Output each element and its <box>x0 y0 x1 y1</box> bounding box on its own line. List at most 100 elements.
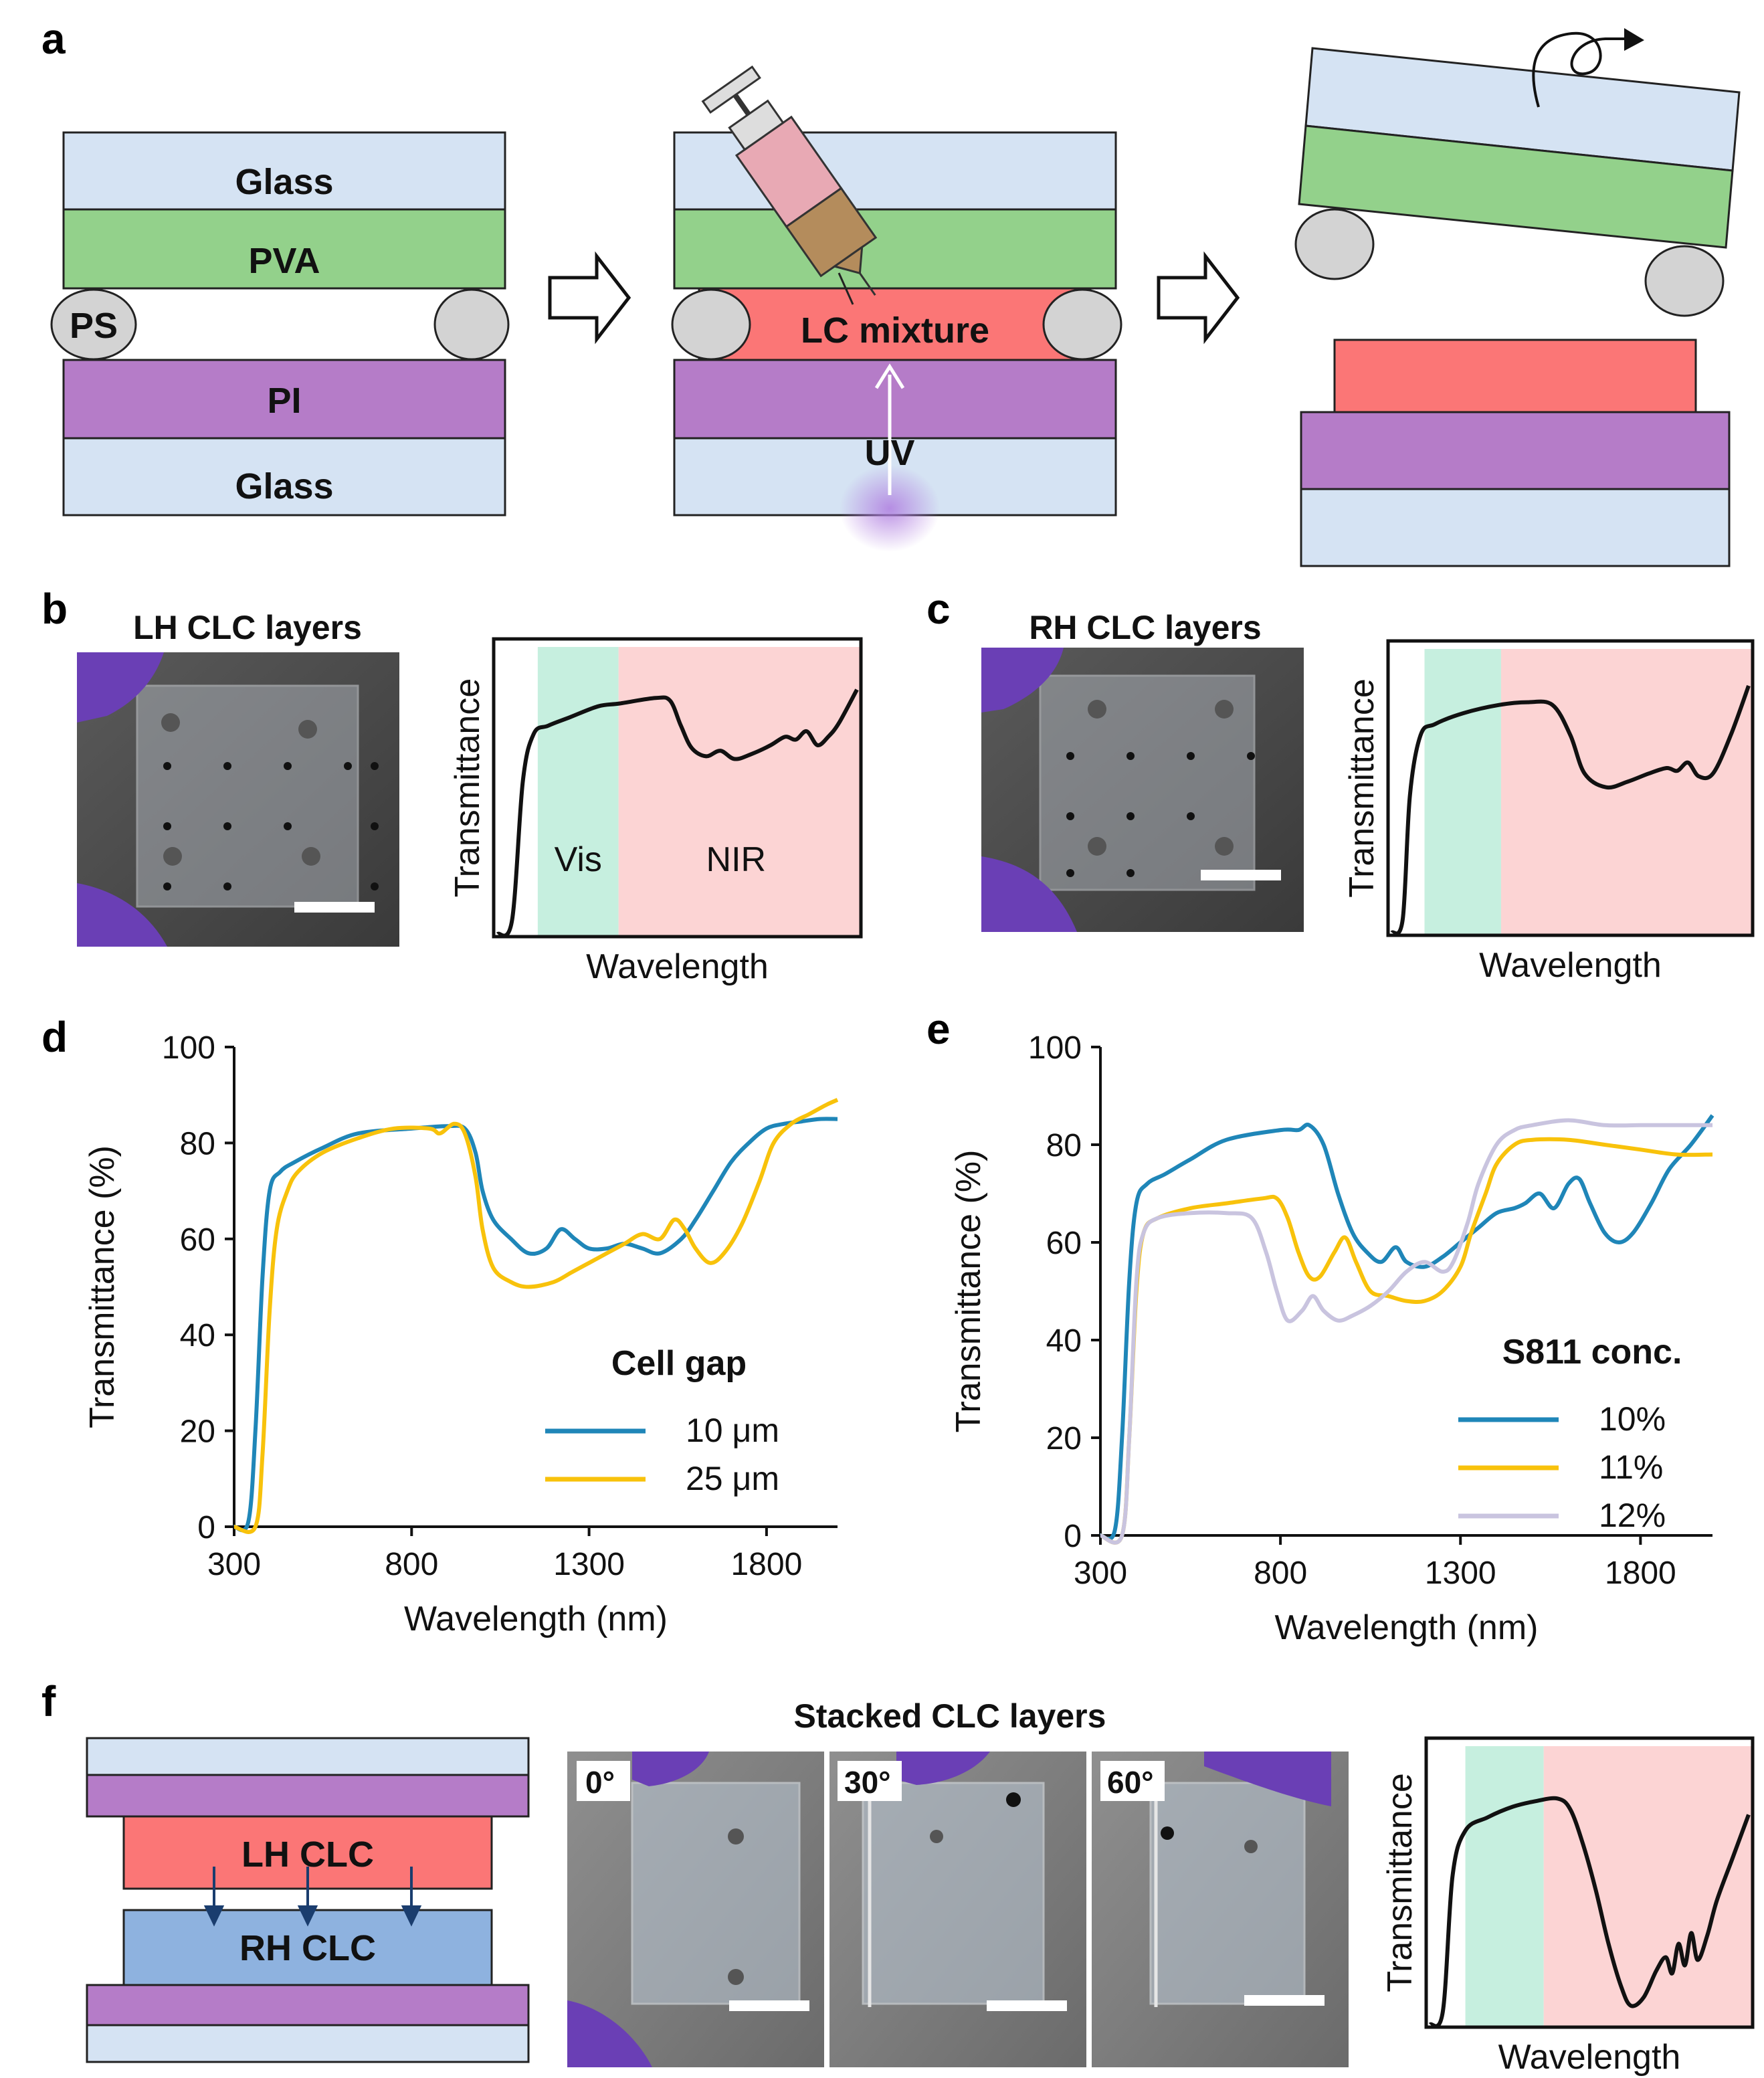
transmittance-curve <box>1390 684 1751 936</box>
pi-layer <box>1300 411 1731 490</box>
series-line-1 <box>233 1117 838 1533</box>
glove-icon <box>896 1752 990 1785</box>
chart-e-s811: 0 20 40 60 80 100 300 800 1300 1800 Wavelength (nm… <box>949 1030 1714 1647</box>
stacked-cell-diagram: LH CLC RH CLC <box>86 1737 530 2063</box>
transmittance-curve <box>496 688 859 938</box>
angle-label-60: 60° <box>1107 1765 1154 1800</box>
ps-label: PS <box>70 306 118 346</box>
series-line-3 <box>1099 1118 1712 1545</box>
inset-x-label: Wavelength <box>1479 946 1662 985</box>
glove-icon <box>77 652 164 723</box>
cell-assembly-stack: Glass PVA PS PI Glass <box>50 131 510 516</box>
glass-layer-bottom <box>62 437 506 516</box>
inset-y-label: Transmittance <box>448 678 487 898</box>
nir-label: NIR <box>706 840 767 879</box>
ps-spacer-left <box>671 288 751 361</box>
y-axis-label: Transmittance (%) <box>83 1145 122 1428</box>
x-tick-label: 300 <box>207 1547 261 1582</box>
glove-icon <box>77 883 167 947</box>
glass-layer-top <box>62 131 506 211</box>
y-tick-label: 60 <box>180 1222 215 1258</box>
legend-entry: 10% <box>1599 1400 1666 1438</box>
x-tick-label: 1800 <box>1605 1555 1676 1591</box>
legend-entry: 25 μm <box>686 1460 779 1497</box>
pi-layer <box>673 359 1117 440</box>
panel-f-transmittance-inset: Transmittance Wavelength <box>1381 1736 1755 2077</box>
stack-arrow-icon <box>401 1905 422 1927</box>
angle-tag <box>838 1761 902 1801</box>
panel-label-c: c <box>926 585 951 633</box>
y-axis-label: Transmittance (%) <box>949 1150 988 1433</box>
panel-label-e: e <box>926 1005 951 1053</box>
process-arrow-icon <box>548 251 631 345</box>
lh-clc-photo <box>77 652 399 947</box>
pva-layer <box>62 208 506 290</box>
x-tick-label: 300 <box>1074 1555 1127 1591</box>
peeled-cell-stack <box>1294 28 1741 567</box>
panel-c-title: RH CLC layers <box>1029 609 1261 646</box>
panel-b-transmittance-inset: Transmittance Wavelength Vis NIR <box>448 637 863 986</box>
ps-spacer-right <box>1042 288 1122 361</box>
y-tick-label: 80 <box>1046 1128 1082 1163</box>
transmittance-curve <box>1428 1796 1751 2028</box>
glove-icon <box>567 2000 652 2067</box>
rotation-arrow-icon <box>1532 31 1632 108</box>
vis-band <box>1465 1746 1544 2027</box>
pi-label: PI <box>267 381 301 421</box>
process-arrow-icon <box>1157 251 1240 345</box>
stack-arrow-icon <box>203 1905 225 1927</box>
angle-tag <box>1100 1761 1165 1801</box>
glass-top-label: Glass <box>235 162 333 202</box>
glass-layer-top <box>86 1737 530 1776</box>
ps-spacer-left <box>1294 208 1375 280</box>
rh-clc-label: RH CLC <box>239 1928 376 1968</box>
y-tick-label: 0 <box>197 1510 215 1545</box>
inset-x-label: Wavelength <box>586 947 769 986</box>
inset-frame <box>1386 639 1755 937</box>
vis-label: Vis <box>555 840 602 879</box>
panel-b-title: LH CLC layers <box>133 609 362 646</box>
panel-c-transmittance-inset: Transmittance Wavelength <box>1343 639 1755 985</box>
y-tick-label: 0 <box>1064 1519 1082 1554</box>
stacked-photo-30deg: 30° <box>829 1752 1086 2067</box>
lc-filling-stack: LC mixture UV <box>671 65 1122 552</box>
inset-y-label: Transmittance <box>1343 678 1381 898</box>
uv-glow <box>840 465 940 552</box>
stacked-photo-0deg: 0° <box>567 1752 824 2067</box>
x-tick-label: 1300 <box>1425 1555 1496 1591</box>
ps-spacer-right <box>1644 245 1725 317</box>
x-tick-label: 1300 <box>553 1547 625 1582</box>
inset-frame <box>1424 1736 1755 2029</box>
legend-title: Cell gap <box>611 1344 747 1383</box>
legend-entry: 12% <box>1599 1497 1666 1534</box>
x-axis-label: Wavelength (nm) <box>404 1600 668 1638</box>
y-tick-label: 20 <box>1046 1421 1082 1456</box>
glove-icon <box>981 648 1064 713</box>
scale-bar <box>1201 870 1281 880</box>
inset-frame <box>492 637 863 939</box>
x-axis-label: Wavelength (nm) <box>1275 1608 1539 1647</box>
panel-f-title: Stacked CLC layers <box>794 1697 1106 1735</box>
ps-spacer-right <box>433 288 510 361</box>
scale-bar <box>294 902 375 913</box>
rh-clc-photo <box>981 648 1304 932</box>
y-tick-label: 100 <box>1028 1030 1082 1066</box>
glove-icon <box>1204 1752 1331 1806</box>
lc-layer <box>1333 339 1697 413</box>
glove-icon <box>632 1752 709 1786</box>
y-tick-label: 100 <box>162 1030 215 1066</box>
pva-layer <box>673 208 1117 290</box>
glove-icon <box>981 856 1077 932</box>
x-tick-label: 1800 <box>730 1547 802 1582</box>
nir-band <box>1543 1746 1753 2027</box>
syringe-icon <box>701 65 878 296</box>
lc-mixture-label: LC mixture <box>801 310 989 351</box>
pi-layer <box>62 359 506 440</box>
angle-label-0: 0° <box>585 1765 615 1800</box>
stacked-photo-60deg: 60° <box>1092 1752 1349 2067</box>
glass-layer-bottom <box>86 2024 530 2063</box>
stack-arrow-icon <box>297 1905 318 1927</box>
scale-bar <box>987 2000 1067 2011</box>
inset-x-label: Wavelength <box>1498 2038 1681 2077</box>
